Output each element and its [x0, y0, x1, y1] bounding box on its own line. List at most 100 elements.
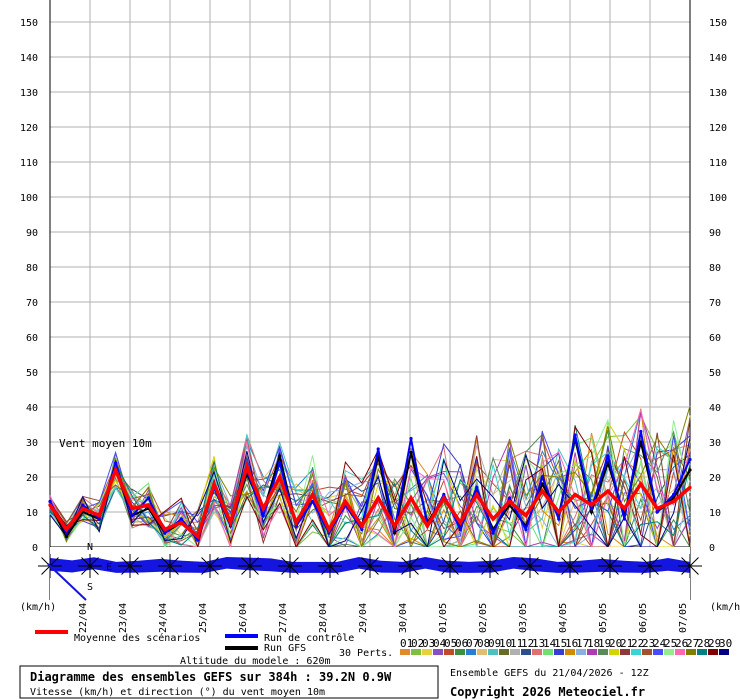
direction-star [361, 557, 379, 575]
ensemble-member-line [49, 439, 691, 548]
ensemble-member-id: 26 [675, 637, 688, 650]
direction-star [681, 557, 699, 575]
ensemble-member-id: 27 [686, 637, 699, 650]
footer-box [19, 665, 439, 699]
ensemble-member-id: 18 [587, 637, 600, 650]
series-point [524, 513, 528, 518]
series-point [376, 447, 380, 451]
y-tick-label: 80 [709, 263, 721, 274]
ensemble-member-id: 29 [708, 637, 721, 650]
x-date-label: 25/04 [198, 603, 209, 633]
series-point [672, 492, 676, 497]
ensemble-member-swatch [598, 649, 608, 655]
series-point [64, 531, 68, 535]
ensemble-member-swatch [620, 649, 630, 655]
ensemble-member-id: 01 [400, 637, 413, 650]
legend-control-label: Run de contrôle [264, 632, 354, 644]
direction-star [561, 557, 579, 575]
legend-mean-label: Moyenne des scénarios [74, 632, 200, 644]
direction-star [81, 557, 99, 575]
series-point [688, 468, 692, 472]
ensemble-member-id: 21 [620, 637, 633, 650]
series-point [294, 520, 298, 525]
ensemble-member-id: 23 [642, 637, 655, 650]
footer-subtitle: Vitesse (km/h) et direction (°) du vent … [30, 687, 325, 698]
y-tick-label: 130 [709, 88, 727, 99]
y-tick-label: 40 [26, 403, 38, 414]
series-point [114, 461, 118, 465]
series-point [425, 524, 429, 528]
y-tick-label: 90 [26, 228, 38, 239]
series-point [409, 436, 413, 441]
series-point [81, 503, 85, 507]
series-point [327, 531, 331, 535]
series-point [589, 510, 594, 514]
series-point [130, 513, 134, 518]
y-tick-label: 100 [20, 193, 38, 204]
ensemble-member-id: 16 [565, 637, 578, 650]
x-date-label: 29/04 [358, 603, 369, 633]
y-tick-label: 70 [26, 298, 38, 309]
x-date-label: 26/04 [238, 603, 249, 633]
ensemble-member-swatch [400, 649, 410, 655]
series-point [278, 461, 282, 465]
ensemble-member-id: 13 [532, 637, 545, 650]
direction-star [281, 557, 299, 575]
ensemble-member-swatch [488, 649, 498, 655]
footer-copyright: Copyright 2026 Meteociel.fr [450, 685, 645, 699]
ensemble-member-line [49, 425, 691, 549]
x-date-label: 04/05 [558, 603, 569, 633]
ensemble-member-swatch [543, 649, 553, 655]
legend-gfs-label: Run GFS [264, 643, 306, 654]
series-point [655, 510, 659, 514]
ensemble-member-swatch [510, 649, 520, 655]
direction-star [481, 557, 499, 575]
ensemble-member-swatch [675, 649, 685, 655]
series-point [540, 475, 544, 479]
series-point [146, 503, 151, 507]
series-point [196, 534, 200, 539]
ensemble-member-swatch [653, 649, 663, 655]
ensemble-member-swatch [433, 649, 443, 655]
series-point [97, 517, 101, 521]
wind-direction-panel: N E S [38, 542, 702, 601]
y-tick-label: 100 [709, 193, 727, 204]
y-tick-label: 0 [709, 543, 715, 554]
direction-star [241, 557, 259, 575]
ensemble-member-line [49, 433, 691, 549]
y-axis-left: 0 10 20 30 40 50 60 70 80 90 100 110 120 130 140 150 [20, 18, 38, 554]
series-point [311, 492, 315, 497]
ensemble-member-swatch [565, 649, 575, 655]
ensemble-member-swatch [477, 649, 487, 655]
ensemble-member-swatch [631, 649, 641, 655]
series-point [393, 531, 397, 535]
ensemble-member-id: 30 [719, 637, 732, 650]
series-point [179, 520, 183, 525]
series-point [163, 527, 167, 532]
ensemble-member-id: 08 [477, 637, 490, 650]
ensemble-member-id: 10 [499, 637, 512, 650]
ensemble-member-swatch [466, 649, 476, 655]
x-date-label: 05/05 [598, 603, 609, 633]
series-point [589, 503, 594, 507]
direction-star [521, 557, 539, 575]
y-tick-label: 30 [26, 438, 38, 449]
y-tick-label: 110 [20, 158, 38, 169]
y-tick-label: 70 [709, 298, 721, 309]
x-date-label: 30/04 [398, 603, 409, 633]
series-point [491, 531, 495, 535]
compass-n-label: N [87, 542, 93, 553]
direction-arrow [47, 563, 87, 601]
unit-left: (km/h) [20, 602, 56, 613]
ensemble-member-id: 25 [664, 637, 677, 650]
ensemble-member-id: 05 [444, 637, 457, 650]
ensemble-member-swatch [587, 649, 597, 655]
series-point [311, 499, 315, 504]
ensemble-member-id: 02 [411, 637, 424, 650]
ensemble-member-swatch [642, 649, 652, 655]
direction-star [641, 557, 659, 575]
y-axis-right: 0 10 20 30 40 50 60 70 80 90 100 110 120 130 140 150 [709, 18, 727, 554]
y-tick-label: 40 [709, 403, 721, 414]
direction-star [321, 557, 339, 575]
legend-perts-label: 30 Perts. [339, 648, 393, 659]
